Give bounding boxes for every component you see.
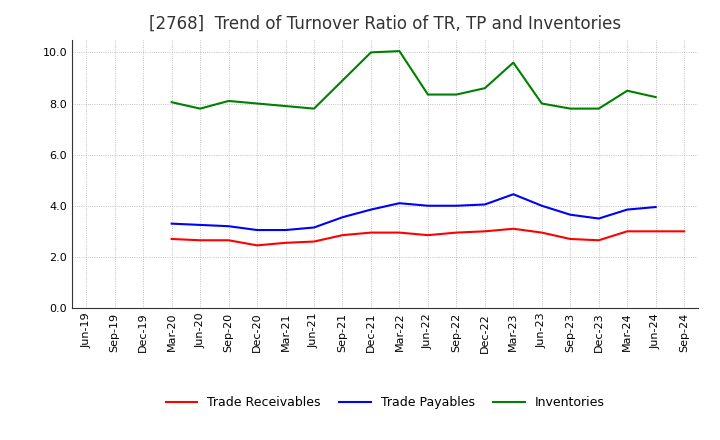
Inventories xyxy=(225,98,233,103)
Trade Receivables xyxy=(253,243,261,248)
Inventories xyxy=(595,106,603,111)
Trade Receivables xyxy=(509,226,518,231)
Trade Payables xyxy=(595,216,603,221)
Line: Trade Receivables: Trade Receivables xyxy=(171,229,684,246)
Trade Payables xyxy=(395,201,404,206)
Inventories xyxy=(366,50,375,55)
Trade Receivables xyxy=(652,229,660,234)
Trade Payables xyxy=(509,191,518,197)
Inventories xyxy=(566,106,575,111)
Trade Receivables xyxy=(680,229,688,234)
Trade Receivables xyxy=(566,236,575,242)
Trade Receivables xyxy=(395,230,404,235)
Inventories xyxy=(452,92,461,97)
Inventories xyxy=(253,101,261,106)
Trade Receivables xyxy=(423,232,432,238)
Inventories xyxy=(196,106,204,111)
Inventories xyxy=(310,106,318,111)
Inventories xyxy=(623,88,631,93)
Trade Payables xyxy=(366,207,375,212)
Trade Payables xyxy=(196,222,204,227)
Trade Receivables xyxy=(452,230,461,235)
Trade Payables xyxy=(310,225,318,230)
Inventories xyxy=(537,101,546,106)
Legend: Trade Receivables, Trade Payables, Inventories: Trade Receivables, Trade Payables, Inven… xyxy=(161,392,610,414)
Trade Payables xyxy=(423,203,432,209)
Trade Payables xyxy=(282,227,290,233)
Trade Receivables xyxy=(167,236,176,242)
Trade Receivables xyxy=(366,230,375,235)
Trade Receivables xyxy=(537,230,546,235)
Trade Payables xyxy=(652,205,660,210)
Trade Payables xyxy=(566,212,575,217)
Trade Receivables xyxy=(225,238,233,243)
Trade Payables xyxy=(338,215,347,220)
Inventories xyxy=(652,95,660,100)
Trade Payables xyxy=(480,202,489,207)
Trade Receivables xyxy=(338,232,347,238)
Inventories xyxy=(282,103,290,109)
Trade Payables xyxy=(537,203,546,209)
Inventories xyxy=(338,78,347,83)
Trade Payables xyxy=(253,227,261,233)
Inventories xyxy=(395,48,404,54)
Inventories xyxy=(480,85,489,91)
Inventories xyxy=(423,92,432,97)
Trade Payables xyxy=(452,203,461,209)
Title: [2768]  Trend of Turnover Ratio of TR, TP and Inventories: [2768] Trend of Turnover Ratio of TR, TP… xyxy=(149,15,621,33)
Trade Receivables xyxy=(623,229,631,234)
Trade Receivables xyxy=(282,240,290,246)
Line: Inventories: Inventories xyxy=(171,51,656,109)
Trade Receivables xyxy=(595,238,603,243)
Trade Payables xyxy=(167,221,176,226)
Trade Receivables xyxy=(310,239,318,244)
Line: Trade Payables: Trade Payables xyxy=(171,194,656,230)
Inventories xyxy=(509,60,518,65)
Trade Receivables xyxy=(480,229,489,234)
Trade Receivables xyxy=(196,238,204,243)
Inventories xyxy=(167,99,176,105)
Trade Payables xyxy=(225,224,233,229)
Trade Payables xyxy=(623,207,631,212)
